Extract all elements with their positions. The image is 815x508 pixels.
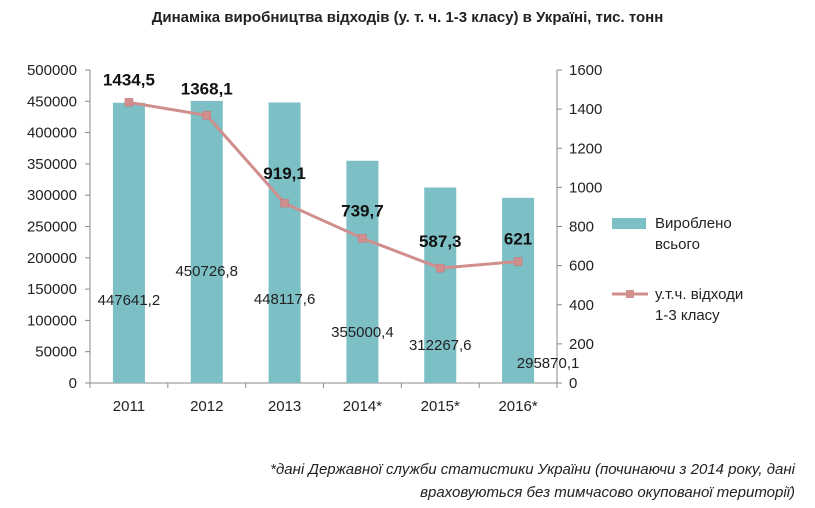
x-tick-label: 2015* bbox=[421, 398, 460, 415]
right-tick-label: 400 bbox=[569, 297, 594, 314]
legend-bar-swatch bbox=[612, 218, 646, 229]
bar-value-label: 447641,2 bbox=[98, 292, 161, 309]
x-tick-label: 2016* bbox=[498, 398, 537, 415]
legend-bar-label-line-2: всього bbox=[655, 236, 700, 253]
right-tick-label: 0 bbox=[569, 375, 577, 392]
bar bbox=[424, 187, 457, 383]
bar bbox=[112, 102, 145, 383]
legend-line-marker bbox=[626, 290, 634, 298]
bar-value-label: 448117,6 bbox=[254, 291, 315, 308]
right-tick-label: 1200 bbox=[569, 140, 602, 157]
line-value-label: 621 bbox=[504, 230, 532, 249]
right-tick-label: 1400 bbox=[569, 101, 602, 118]
line-point bbox=[124, 98, 134, 107]
bar bbox=[190, 100, 223, 383]
line-point bbox=[280, 198, 289, 208]
line-point bbox=[202, 111, 211, 120]
legend-line-label-line-1: у.т.ч. відходи bbox=[655, 286, 743, 303]
x-tick-label: 2011 bbox=[113, 398, 145, 415]
left-tick-label: 150000 bbox=[27, 281, 77, 298]
left-tick-label: 350000 bbox=[27, 156, 77, 173]
footnote: *дані Державної служби статистики Україн… bbox=[155, 458, 795, 504]
bar bbox=[346, 160, 379, 383]
bar-value-label: 295870,1 bbox=[517, 355, 580, 372]
right-tick-label: 800 bbox=[569, 219, 594, 236]
x-tick-label: 2012 bbox=[190, 398, 223, 415]
line-series-path bbox=[128, 100, 519, 270]
left-tick-label: 450000 bbox=[27, 93, 77, 110]
line-point bbox=[436, 263, 445, 273]
left-tick-label: 100000 bbox=[27, 312, 77, 329]
bar-value-label: 355000,4 bbox=[331, 324, 394, 341]
right-tick-label: 1600 bbox=[569, 62, 602, 79]
line-value-label: 1368,1 bbox=[181, 79, 233, 98]
left-tick-label: 300000 bbox=[27, 187, 77, 204]
chart-title: Динаміка виробництва відходів (у. т. ч. … bbox=[151, 9, 664, 26]
bar bbox=[502, 197, 535, 383]
legend-bar-label-line-1: Вироблено bbox=[655, 215, 732, 232]
right-tick-label: 600 bbox=[569, 258, 594, 275]
right-tick-label: 1000 bbox=[569, 179, 602, 196]
line-value-label: 1434,5 bbox=[103, 70, 155, 89]
right-tick-label: 200 bbox=[569, 336, 594, 353]
left-tick-label: 400000 bbox=[27, 125, 77, 142]
footnote-line-1: *дані Державної служби статистики Україн… bbox=[270, 461, 795, 478]
left-tick-label: 200000 bbox=[27, 250, 77, 267]
x-tick-label: 2013 bbox=[268, 398, 301, 415]
line-value-label: 919,1 bbox=[263, 164, 306, 183]
left-tick-label: 250000 bbox=[27, 219, 77, 236]
line-point bbox=[513, 257, 523, 266]
left-tick-label: 500000 bbox=[27, 62, 77, 79]
legend-line-label-line-2: 1-3 класу bbox=[655, 307, 720, 324]
line-value-label: 739,7 bbox=[341, 201, 384, 220]
left-tick-label: 0 bbox=[69, 375, 77, 392]
footnote-line-2: враховуються без тимчасово окупованої те… bbox=[420, 484, 795, 501]
line-value-label: 587,3 bbox=[419, 232, 462, 251]
x-tick-label: 2014* bbox=[343, 398, 382, 415]
bar-value-label: 450726,8 bbox=[175, 263, 238, 280]
bar bbox=[268, 102, 301, 383]
line-point bbox=[358, 234, 367, 243]
left-tick-label: 50000 bbox=[35, 344, 77, 361]
bar-value-label: 312267,6 bbox=[409, 337, 472, 354]
